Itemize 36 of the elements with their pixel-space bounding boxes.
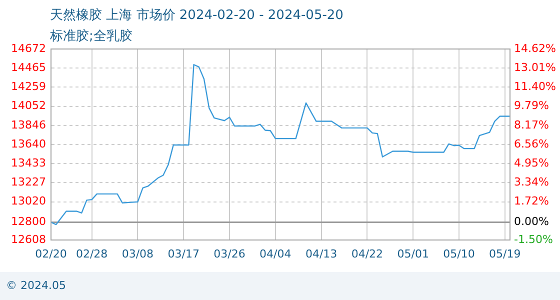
y2-tick-label: 4.95% (514, 156, 549, 170)
x-tick-label: 04/13 (305, 247, 338, 260)
x-tick-label: 05/01 (397, 247, 429, 260)
y-tick-label: 14672 (11, 42, 46, 55)
y2-tick-label: 13.01% (514, 60, 556, 74)
y-tick-label: 13846 (11, 118, 46, 132)
y2-tick-label: -1.50% (514, 232, 553, 246)
y-tick-label: 13227 (11, 176, 46, 189)
x-tick-label: 03/17 (168, 247, 200, 260)
y-tick-label: 13640 (11, 137, 46, 150)
y-tick-label: 14259 (11, 80, 46, 94)
y-tick-label: 12800 (11, 215, 46, 228)
y2-tick-label: 8.17% (514, 118, 549, 132)
x-tick-label: 05/19 (489, 247, 521, 260)
x-tick-label: 05/10 (443, 247, 475, 260)
y2-tick-label: 14.62% (514, 42, 556, 55)
x-tick-label: 04/22 (351, 247, 384, 260)
y2-tick-label: 3.34% (514, 176, 549, 189)
x-tick-label: 03/08 (122, 247, 154, 260)
y-tick-label: 13433 (11, 156, 46, 170)
y-tick-label: 14052 (11, 99, 46, 112)
chart-subtitle: 标准胶;全乳胶 (50, 28, 132, 45)
y2-tick-label: 6.56% (514, 137, 549, 150)
y-tick-label: 14465 (11, 61, 46, 74)
y2-tick-label: 1.72% (514, 194, 549, 208)
text: © 2024.05 (6, 279, 66, 292)
x-tick-label: 04/04 (260, 247, 292, 260)
x-tick-label: 03/26 (214, 247, 246, 260)
y2-tick-label: 9.79% (514, 99, 549, 112)
chart-title: 天然橡胶 上海 市场价 2024-02-20 - 2024-05-20 (50, 7, 344, 24)
y2-tick-label: 11.40% (514, 80, 556, 94)
x-tick-label: 02/20 (35, 247, 67, 260)
y-tick-label: 12608 (11, 232, 46, 246)
x-tick-label: 02/28 (76, 247, 108, 260)
y2-tick-label: 0.00% (514, 215, 549, 228)
y-tick-label: 13020 (11, 194, 46, 208)
